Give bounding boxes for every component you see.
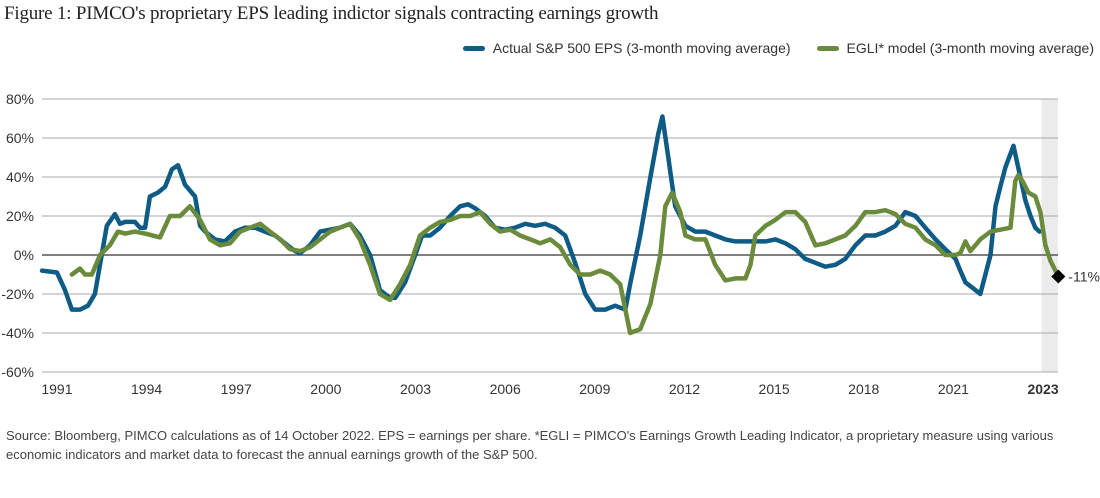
legend-swatch [816, 45, 839, 51]
y-tick-label: 80% [6, 91, 34, 107]
y-tick-label: -60% [1, 364, 34, 380]
x-tick-label: 2023 [1027, 381, 1058, 397]
line-chart: 80% 60% 40% 20% 0% -20% -40% -60% 1991 1994 1997 20… [1, 91, 1100, 397]
egli-model-line [69, 172, 1061, 336]
x-tick-label: 1997 [221, 381, 252, 397]
x-tick-label: 1991 [41, 381, 72, 397]
x-tick-label: 2000 [310, 381, 341, 397]
x-tick-label: 2012 [669, 381, 700, 397]
x-tick-label: 2015 [759, 381, 790, 397]
y-tick-label: 40% [6, 169, 34, 185]
source-note: Source: Bloomberg, PIMCO calculations as… [6, 428, 1054, 462]
legend-item-egli-model: EGLI* model (3-month moving average) [816, 40, 1094, 56]
legend-label: Actual S&P 500 EPS (3-month moving avera… [492, 40, 791, 56]
legend-swatch [462, 45, 485, 51]
y-tick-label: 60% [6, 130, 34, 146]
y-tick-label: -20% [1, 286, 34, 302]
legend-label: EGLI* model (3-month moving average) [846, 40, 1094, 56]
legend: Actual S&P 500 EPS (3-month moving avera… [462, 40, 1094, 56]
chart-title: Figure 1: PIMCO's proprietary EPS leadin… [4, 3, 659, 24]
x-tick-label: 2006 [490, 381, 521, 397]
x-tick-label: 1994 [131, 381, 162, 397]
y-tick-label: -40% [1, 325, 34, 341]
x-tick-label: 2003 [400, 381, 431, 397]
x-tick-label: 2009 [579, 381, 610, 397]
x-tick-label: 2018 [848, 381, 879, 397]
forecast-shading [1041, 99, 1058, 372]
end-point-diamond-marker [1051, 269, 1066, 284]
y-tick-label: 0% [14, 247, 34, 263]
actual-eps-line [39, 114, 1042, 312]
x-tick-label: 2021 [938, 381, 969, 397]
legend-item-actual-eps: Actual S&P 500 EPS (3-month moving avera… [462, 40, 791, 56]
end-point-label: -11% [1068, 268, 1100, 284]
y-tick-label: 20% [6, 208, 34, 224]
